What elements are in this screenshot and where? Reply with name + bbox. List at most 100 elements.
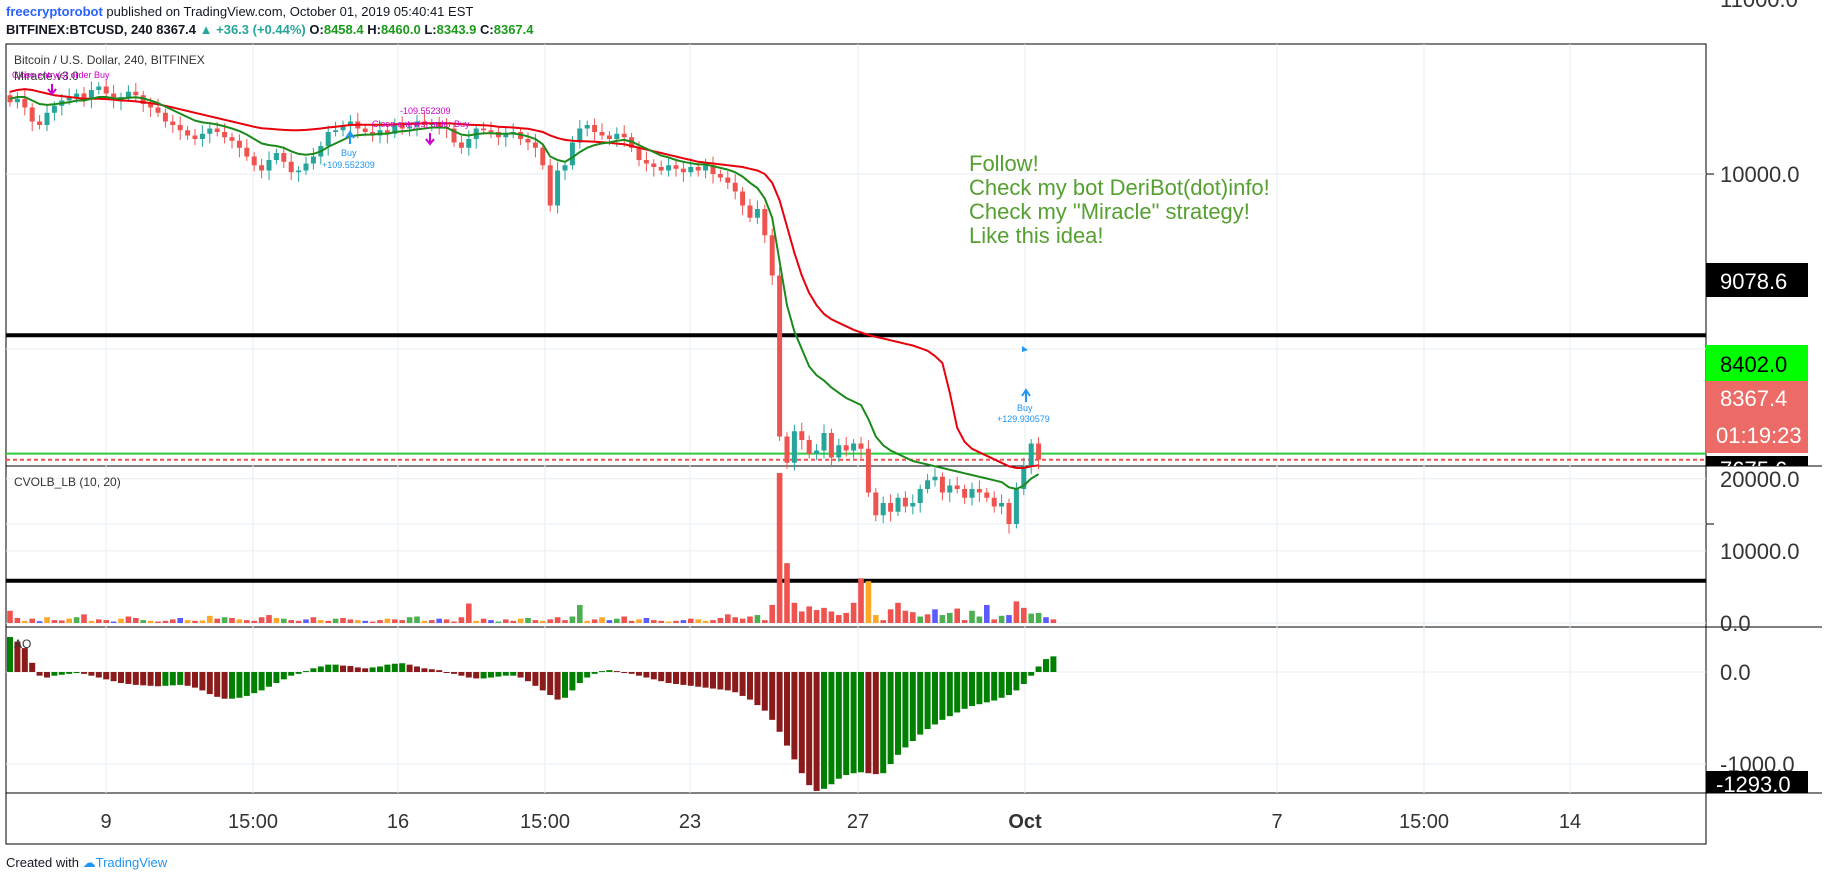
candle-body bbox=[266, 160, 272, 171]
ao-bar bbox=[184, 672, 191, 686]
ao-bar bbox=[362, 668, 369, 672]
volume-bar bbox=[147, 620, 154, 623]
volume-bar bbox=[88, 620, 95, 623]
candle-body bbox=[902, 497, 908, 507]
volume-bar bbox=[125, 616, 132, 623]
candle-body bbox=[1013, 489, 1019, 524]
volume-bar bbox=[865, 581, 872, 623]
ao-bar bbox=[1043, 659, 1049, 672]
open-label: O: bbox=[309, 22, 324, 37]
candle-body bbox=[162, 112, 168, 122]
ao-bar bbox=[110, 672, 117, 682]
ao-bar bbox=[584, 672, 591, 678]
ao-bar bbox=[436, 670, 443, 672]
volume-bar bbox=[710, 620, 716, 623]
volume-bar bbox=[110, 621, 117, 623]
ao-bar bbox=[81, 672, 87, 674]
ao-bar bbox=[761, 672, 768, 711]
candle-body bbox=[185, 130, 191, 136]
volume-bar bbox=[850, 602, 857, 623]
ao-bar bbox=[7, 637, 13, 672]
volume-bar bbox=[170, 619, 176, 623]
volume-bar bbox=[251, 620, 257, 623]
candle-body bbox=[296, 170, 302, 173]
ao-bar bbox=[599, 671, 605, 673]
volume-bar bbox=[229, 617, 235, 623]
candle-body bbox=[932, 476, 938, 481]
volume-bar bbox=[717, 617, 724, 623]
support-badge-clip: 7675.6 bbox=[1720, 457, 1787, 482]
candle-body bbox=[81, 93, 87, 99]
candle-body bbox=[44, 112, 50, 125]
ao-bar bbox=[917, 672, 924, 735]
support-badge-text: 7675.6 bbox=[1720, 457, 1787, 482]
volume-bar bbox=[443, 619, 450, 623]
candle-body bbox=[51, 105, 57, 113]
candle-body bbox=[148, 104, 154, 108]
ao-bar bbox=[295, 672, 302, 674]
volume-bar bbox=[680, 620, 687, 623]
volume-bar bbox=[51, 620, 58, 623]
ao-bar bbox=[428, 669, 435, 672]
low-value: 8343.9 bbox=[436, 22, 477, 37]
ao-bar bbox=[880, 672, 887, 774]
ao-tick-label: 0.0 bbox=[1720, 660, 1751, 685]
volume-bar bbox=[288, 620, 294, 623]
volume-bar bbox=[813, 610, 820, 623]
volume-bar bbox=[858, 578, 864, 623]
ao-bar bbox=[266, 672, 272, 687]
note-line: Like this idea! bbox=[969, 223, 1104, 248]
candle-body bbox=[762, 209, 768, 236]
volume-bar bbox=[769, 604, 775, 623]
ao-bar bbox=[162, 672, 169, 686]
ao-pane bbox=[7, 637, 1057, 791]
volume-bar bbox=[325, 620, 331, 623]
volume-bar bbox=[29, 618, 35, 623]
ao-bar bbox=[495, 672, 502, 677]
price-pane bbox=[6, 80, 1706, 583]
candle-body bbox=[791, 431, 797, 463]
volume-bar bbox=[599, 617, 605, 623]
volume-bar bbox=[236, 619, 243, 623]
low-label: L: bbox=[424, 22, 437, 37]
ao-bar bbox=[406, 664, 413, 672]
ao-bar bbox=[835, 672, 842, 779]
time-tick-label: 9 bbox=[100, 811, 111, 833]
volume-bar bbox=[991, 619, 997, 623]
volume-bar bbox=[244, 620, 250, 623]
volume-bar bbox=[614, 618, 620, 623]
ao-badge-text: -1293.0 bbox=[1716, 772, 1791, 797]
author-link[interactable]: freecryptorobot bbox=[6, 4, 103, 19]
last-price: 8367.4 bbox=[156, 22, 197, 37]
countdown-badge-text: 01:19:23 bbox=[1716, 423, 1802, 448]
volume-bar bbox=[384, 618, 391, 623]
volume-bar bbox=[732, 617, 738, 623]
candle-body bbox=[503, 133, 509, 138]
ao-bar bbox=[924, 672, 931, 730]
candle-body bbox=[303, 163, 309, 171]
candle-body bbox=[895, 497, 901, 512]
volume-bar bbox=[547, 619, 553, 623]
ao-bar bbox=[732, 672, 739, 693]
volume-bar bbox=[355, 620, 361, 623]
ao-bar bbox=[517, 672, 524, 678]
candle-body bbox=[666, 165, 672, 171]
candle-body bbox=[717, 174, 723, 178]
ao-bar bbox=[650, 672, 657, 680]
volume-bar bbox=[510, 620, 516, 623]
ao-bar bbox=[214, 672, 221, 697]
volume-bar bbox=[591, 619, 598, 623]
tradingview-link[interactable]: TradingView bbox=[95, 855, 168, 870]
candle-body bbox=[310, 156, 316, 164]
candle-body bbox=[251, 156, 257, 166]
candle-body bbox=[814, 450, 820, 454]
volume-pane-title: CVOLB_LB (10, 20) bbox=[14, 475, 121, 489]
symbol-name: BITFINEX:BTCUSD, 240 bbox=[6, 22, 153, 37]
volume-bar bbox=[73, 617, 80, 623]
ao-bar bbox=[998, 672, 1005, 698]
volume-bar bbox=[266, 615, 272, 623]
high-label: H: bbox=[367, 22, 381, 37]
volume-bar bbox=[414, 616, 420, 623]
candle-body bbox=[710, 165, 716, 174]
